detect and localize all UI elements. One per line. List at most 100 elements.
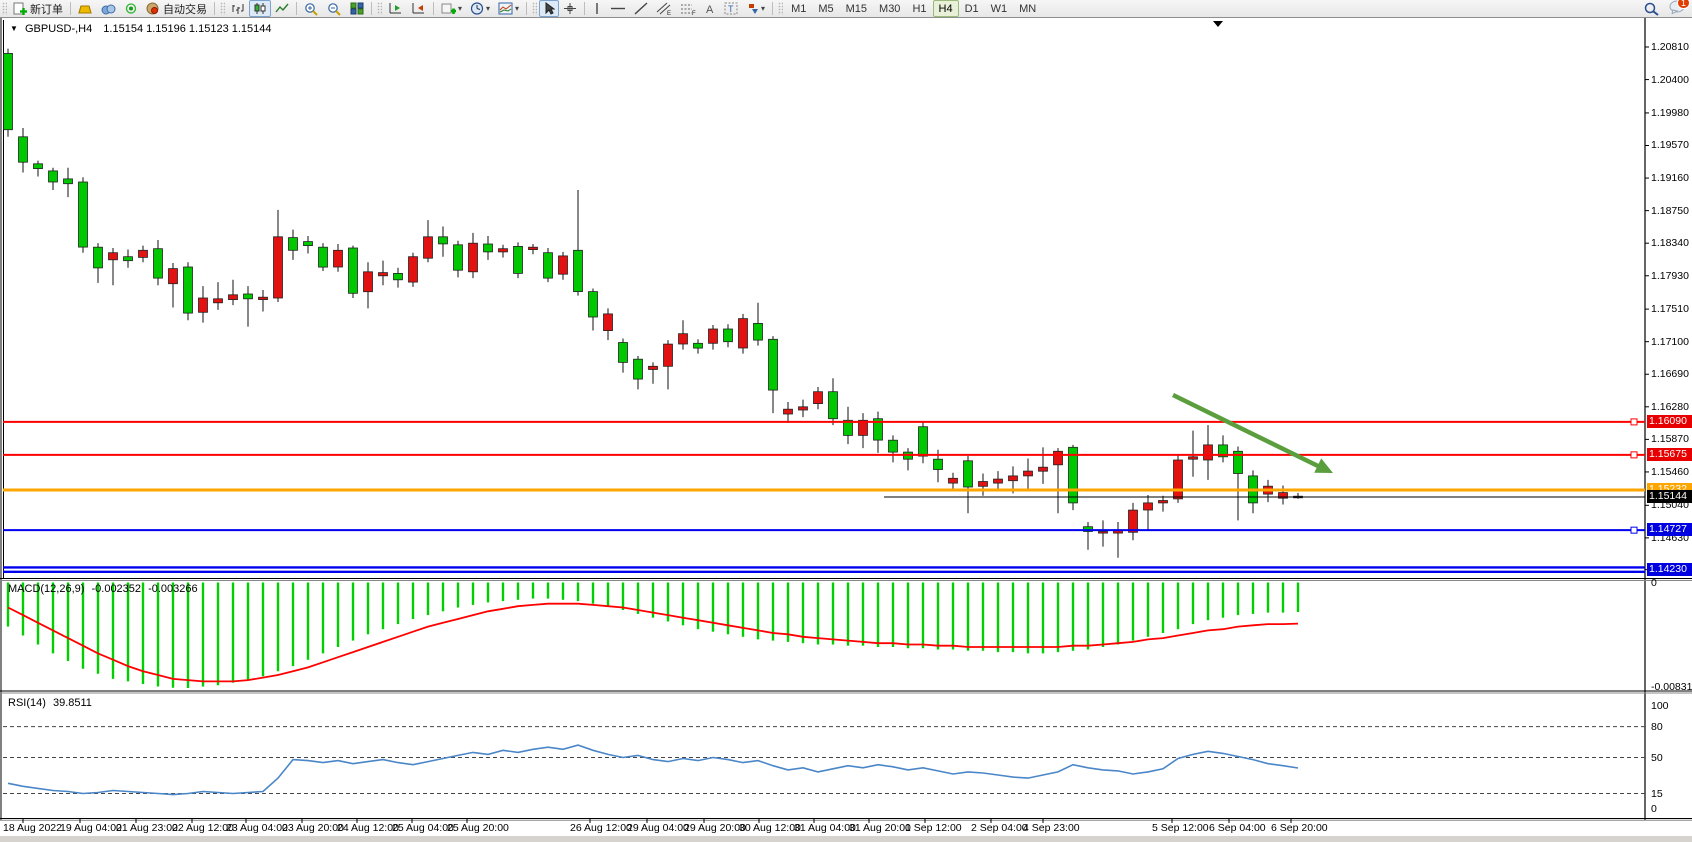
- time-axis-label: 23 Aug 20:00: [282, 822, 344, 834]
- trendline-button[interactable]: [630, 0, 652, 17]
- line-chart-icon: [275, 3, 289, 13]
- price-tick-label: 1.20400: [1651, 74, 1689, 86]
- arrows-button[interactable]: ▾: [742, 0, 769, 17]
- price-line-label: 1.15144: [1647, 490, 1692, 503]
- new-order-button[interactable]: 新订单: [9, 0, 67, 17]
- chevron-down-icon: ▾: [458, 4, 463, 13]
- gold-button[interactable]: [74, 0, 97, 17]
- bar-chart-button[interactable]: [227, 0, 249, 17]
- zoom-in-icon: [305, 2, 318, 16]
- macd-axis-min: -0.008317: [1651, 681, 1692, 693]
- text-label-button[interactable]: T: [720, 0, 742, 17]
- time-axis-label: 22 Aug 12:00: [172, 822, 234, 834]
- svg-text:T: T: [728, 4, 734, 14]
- vertical-line-button[interactable]: [588, 0, 606, 17]
- price-line-label: 1.14230: [1647, 563, 1692, 576]
- community-button[interactable]: [97, 0, 120, 17]
- timeframe-M5[interactable]: M5: [818, 2, 834, 15]
- search-icon[interactable]: [1644, 2, 1659, 16]
- chart-shift-button[interactable]: [407, 0, 430, 17]
- timeframe-D1[interactable]: D1: [964, 2, 979, 15]
- signals-icon: [125, 3, 137, 14]
- text-icon: A: [706, 4, 714, 15]
- rsi-label: RSI(14) 39.8511: [8, 697, 92, 709]
- candlestick-chart-button[interactable]: [249, 0, 271, 17]
- time-axis-label: 19 Aug 04:00: [60, 822, 122, 834]
- zoom-in-button[interactable]: [300, 0, 323, 17]
- signals-button[interactable]: [120, 0, 142, 17]
- price-tick-label: 1.17100: [1651, 336, 1689, 348]
- toolbar-grip[interactable]: [220, 2, 225, 15]
- notifications-chat[interactable]: 1: [1669, 0, 1690, 17]
- vertical-line-icon: [596, 3, 598, 14]
- equidistant-channel-button[interactable]: E: [652, 0, 676, 17]
- templates-button[interactable]: ▾: [494, 0, 523, 17]
- time-axis-label: 31 Aug 04:00: [794, 822, 856, 834]
- auto-scroll-button[interactable]: [384, 0, 407, 17]
- toolbar-grip[interactable]: [2, 2, 7, 15]
- equidistant-channel-icon: E: [656, 2, 671, 15]
- fibonacci-button[interactable]: F: [676, 0, 700, 17]
- text-button[interactable]: A: [700, 0, 720, 17]
- tile-windows-button[interactable]: [346, 0, 368, 17]
- price-tick-label: 1.16280: [1651, 401, 1689, 413]
- time-axis-label: 25 Aug 20:00: [447, 822, 509, 834]
- text-label-icon: T: [724, 2, 738, 15]
- chart-shift-icon: [412, 3, 424, 14]
- bar-chart-icon: [232, 4, 244, 14]
- periods-button[interactable]: ▾: [466, 0, 494, 17]
- arrows-icon: [749, 4, 759, 14]
- price-tick-label: 1.18750: [1651, 205, 1689, 217]
- toolbar-grip[interactable]: [532, 2, 538, 15]
- timeframe-H1[interactable]: H1: [912, 2, 927, 15]
- macd-main-value: -0.002352: [91, 583, 142, 595]
- trendline-icon: [634, 2, 648, 15]
- toolbar-grip[interactable]: [778, 2, 784, 15]
- main-toolbar: 新订单 自动交易: [0, 0, 1692, 18]
- timeframe-M1[interactable]: M1: [791, 2, 807, 15]
- timeframe-H4[interactable]: H4: [932, 0, 959, 17]
- autotrading-button[interactable]: 自动交易: [142, 0, 211, 17]
- svg-text:F: F: [692, 11, 696, 15]
- cursor-button[interactable]: [539, 0, 560, 17]
- crosshair-icon: [564, 3, 577, 14]
- gold-bar-icon: [78, 5, 92, 13]
- timeframe-MN[interactable]: MN: [1019, 2, 1037, 15]
- rsi-level-label: 50: [1651, 752, 1663, 764]
- time-axis-label: 29 Aug 04:00: [627, 822, 689, 834]
- time-axis-label: 2 Sep 04:00: [971, 822, 1028, 834]
- chevron-down-icon: ▾: [761, 4, 766, 13]
- price-line-label: 1.14727: [1647, 523, 1692, 536]
- rsi-name: RSI(14): [8, 697, 46, 709]
- status-strip: [0, 836, 1692, 842]
- price-tick-label: 1.16690: [1651, 368, 1689, 380]
- zoom-out-button[interactable]: [323, 0, 346, 17]
- timeframe-M30[interactable]: M30: [879, 2, 901, 15]
- price-tick-label: 1.18340: [1651, 237, 1689, 249]
- price-tick-label: 1.17930: [1651, 270, 1689, 282]
- symbol-dropdown-icon[interactable]: ▼: [10, 24, 18, 33]
- time-axis-label: 24 Aug 12:00: [337, 822, 399, 834]
- timeframe-W1[interactable]: W1: [990, 2, 1008, 15]
- time-axis-label: 31 Aug 20:00: [849, 822, 911, 834]
- autotrading-icon: [146, 2, 159, 15]
- macd-label: MACD(12,26,9) -0.002352 -0.003266: [8, 583, 198, 595]
- rsi-current-value: 39.8511: [52, 697, 92, 709]
- line-chart-button[interactable]: [271, 0, 293, 17]
- chevron-down-icon: ▾: [486, 4, 491, 13]
- crosshair-button[interactable]: [559, 0, 581, 17]
- horizontal-line-button[interactable]: [606, 0, 630, 17]
- toolbar-grip[interactable]: [377, 2, 382, 15]
- chevron-down-icon: ▾: [515, 4, 520, 13]
- time-axis-label: 23 Aug 04:00: [226, 822, 288, 834]
- community-icon: [101, 4, 116, 14]
- price-line-label: 1.15675: [1647, 448, 1692, 461]
- indicators-button[interactable]: ▾: [437, 0, 466, 17]
- price-tick-label: 1.19570: [1651, 139, 1689, 151]
- time-axis-label: 5 Sep 12:00: [1152, 822, 1209, 834]
- fibonacci-icon: F: [681, 4, 696, 15]
- timeframe-M15[interactable]: M15: [845, 2, 868, 15]
- svg-text:A: A: [706, 4, 714, 15]
